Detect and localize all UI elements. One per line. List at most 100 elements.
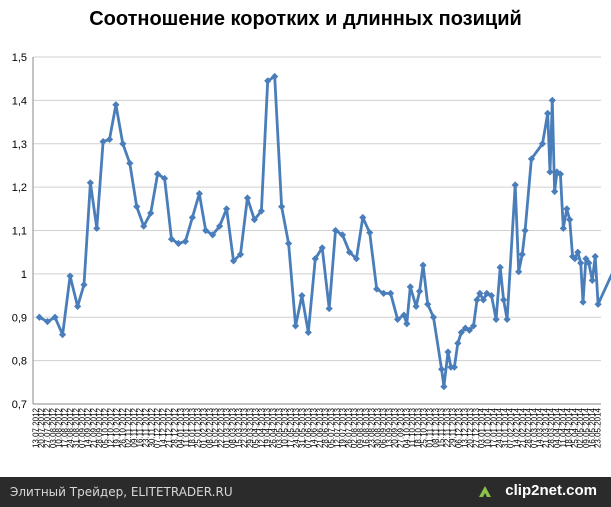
chart-plot: 0,7 0,8 0,9 1 1,1 1,2 1,3 1,4 1,5 13.07.201220.07…: [12, 52, 611, 448]
x-tick-label: 13.09.2013: [385, 407, 394, 448]
data-point: [202, 226, 210, 235]
brand-arrow-icon: [479, 486, 491, 497]
x-tick-label: 24.05.2013: [292, 407, 301, 448]
x-tick-label: 26.04.2013: [269, 407, 278, 448]
data-point: [469, 322, 478, 330]
x-tick-label: 23.08.2013: [368, 407, 377, 448]
data-point: [479, 296, 487, 304]
data-point: [412, 302, 420, 311]
x-tick-label: 07.02.2014: [507, 407, 516, 448]
data-point: [400, 311, 408, 319]
y-tick-label: 1,3: [12, 139, 27, 151]
x-tick-label: 14.02.2014: [512, 407, 521, 448]
x-tick-label: 22.03.2013: [240, 407, 249, 448]
x-tick-label: 16.11.2012: [136, 407, 145, 447]
x-tick-label: 07.03.2014: [530, 407, 539, 448]
data-point: [105, 135, 114, 144]
data-point: [318, 244, 326, 252]
x-tick-label: 10.05.2013: [281, 407, 290, 448]
x-tick-label: 23.05.2014: [594, 407, 603, 448]
data-point: [440, 383, 448, 391]
x-tick-label: 25.10.2013: [420, 407, 429, 448]
x-tick-label: 21.12.2012: [165, 407, 174, 448]
x-tick-label: 10.08.2012: [55, 407, 64, 448]
x-tick-label: 03.08.2012: [49, 407, 58, 448]
x-tick-label: 14.03.2014: [536, 407, 545, 448]
x-tick-label: 29.03.2013: [246, 407, 255, 448]
data-point: [80, 281, 88, 289]
y-tick-label: 1,1: [12, 226, 27, 238]
data-point: [35, 313, 43, 321]
x-tick-label: 12.07.2013: [333, 407, 342, 448]
data-point: [527, 155, 536, 163]
data-point: [544, 109, 552, 117]
x-tick-label: 08.03.2013: [228, 407, 237, 448]
x-tick-label: 11.10.2013: [408, 407, 417, 447]
x-tick-label: 21.02.2014: [518, 407, 527, 448]
data-point: [380, 289, 388, 297]
data-point: [556, 170, 565, 178]
data-point: [86, 179, 94, 187]
data-point: [43, 317, 52, 326]
data-point: [93, 224, 101, 232]
data-point: [140, 222, 148, 230]
data-point: [119, 140, 127, 148]
data-point: [345, 248, 354, 256]
x-tick-label: 07.06.2013: [304, 407, 313, 448]
data-point: [538, 140, 547, 148]
x-tick-label: 17.01.2014: [489, 407, 498, 448]
x-tick-label: 01.03.2013: [223, 407, 232, 448]
data-point: [250, 216, 259, 224]
data-point: [465, 326, 474, 334]
x-tick-label: 31.05.2013: [298, 407, 307, 448]
x-tick-label: 25.04.2014: [570, 407, 579, 448]
data-point: [147, 209, 155, 217]
data-point: [291, 322, 300, 330]
data-point: [496, 263, 504, 271]
x-tick-label: 19.10.2012: [113, 407, 122, 448]
x-tick-label: 25.01.2013: [194, 407, 203, 448]
data-point: [594, 300, 602, 308]
x-tick-label: 20.07.2012: [37, 407, 46, 448]
x-tick-label: 18.04.2014: [565, 407, 574, 448]
data-point: [518, 250, 526, 258]
x-tick-label: 17.08.2012: [60, 407, 69, 448]
x-tick-label: 16.05.2014: [588, 407, 597, 448]
data-point: [591, 252, 599, 261]
data-point: [74, 302, 82, 311]
data-point: [352, 255, 361, 263]
data-point: [559, 224, 567, 232]
x-tick-label: 30.11.2012: [147, 407, 156, 447]
data-point: [548, 96, 556, 104]
data-point: [415, 287, 424, 295]
x-tick-label: 02.05.2014: [576, 407, 585, 448]
data-point: [429, 313, 438, 321]
x-tick-label: 30.08.2013: [373, 407, 382, 448]
data-point: [457, 328, 465, 337]
x-tick-label: 28.09.2012: [95, 407, 104, 448]
x-tick-label: 03.05.2013: [275, 407, 284, 448]
x-tick-label: 02.08.2013: [350, 407, 359, 448]
x-tick-label: 10.01.2014: [483, 407, 492, 448]
data-point: [511, 181, 519, 189]
x-tick-label: 03.01.2014: [478, 407, 487, 448]
x-tick-label: 18.10.2013: [414, 407, 423, 448]
x-tick-label: 27.12.2013: [472, 407, 481, 448]
x-tick-label: 11.04.2014: [559, 407, 568, 447]
x-tick-label: 26.10.2012: [118, 407, 127, 448]
data-point: [403, 320, 411, 328]
x-tick-label: 07.09.2012: [78, 407, 87, 448]
x-tick-label: 19.04.2013: [263, 407, 272, 448]
x-tick-label: 01.02.2013: [199, 407, 208, 448]
data-point: [500, 296, 508, 304]
data-point: [236, 250, 245, 258]
x-tick-label: 07.12.2012: [153, 407, 162, 448]
footer-source-text: Элитный Трейдер, ELITETRADER.RU: [10, 485, 233, 499]
footer-bar: Элитный Трейдер, ELITETRADER.RU clip2net…: [0, 477, 611, 507]
data-point: [444, 348, 452, 356]
data-point: [574, 248, 582, 256]
data-point: [566, 216, 574, 224]
data-point: [126, 159, 134, 167]
data-point: [338, 231, 347, 239]
data-point: [216, 222, 224, 230]
